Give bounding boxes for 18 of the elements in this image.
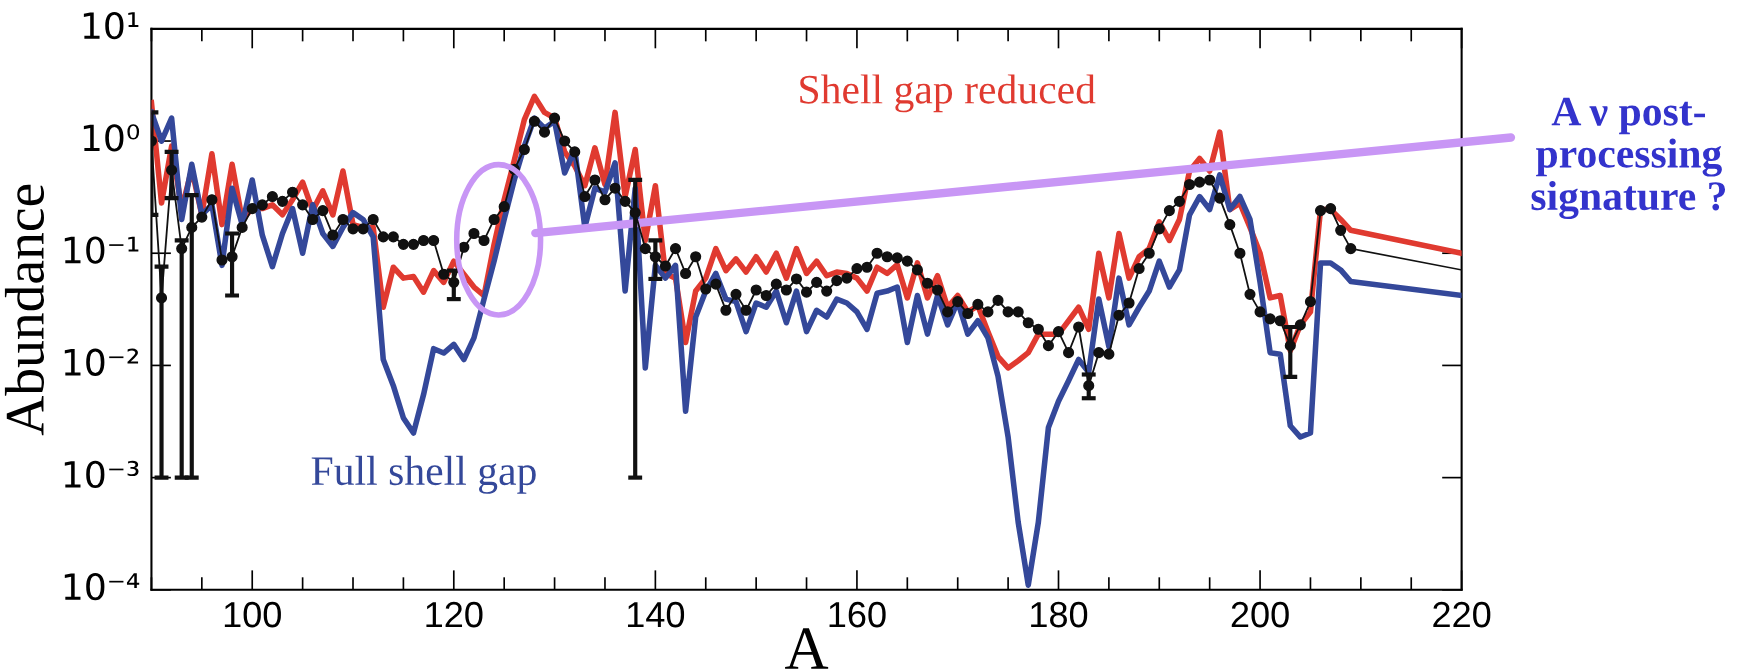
x-tick-label: 160 [829, 601, 886, 628]
text: Shell gap reduced [800, 74, 1096, 113]
series-label: Full shell gap [311, 455, 536, 494]
x-tick-label: 120 [426, 601, 483, 628]
x-tick-label: 140 [627, 601, 685, 628]
y-tick-label: 10⁻⁴ [64, 572, 140, 601]
y-tick-label: 10¹ [83, 12, 139, 40]
x-tick-label: 180 [1031, 601, 1088, 628]
x-tick-label: 220 [1433, 601, 1491, 628]
x-tick-label: 200 [1231, 601, 1289, 628]
y-tick-label: 10⁻³ [64, 460, 139, 489]
y-tick-label: 10⁰ [83, 124, 140, 152]
text: A ν post- processing signature ? [1531, 97, 1726, 220]
x-axis-title: A [785, 628, 829, 669]
y-tick-label: 10⁻¹ [64, 236, 139, 264]
y-axis-title: Abundance [4, 184, 45, 436]
x-tick-label: 100 [224, 601, 281, 628]
y-tick-label: 10⁻² [64, 348, 139, 376]
